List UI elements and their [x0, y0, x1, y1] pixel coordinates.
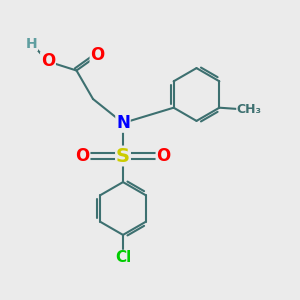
Text: O: O	[75, 147, 90, 165]
Text: CH₃: CH₃	[237, 103, 262, 116]
Text: O: O	[156, 147, 171, 165]
Text: O: O	[41, 52, 55, 70]
Text: H: H	[26, 37, 37, 50]
Text: S: S	[116, 146, 130, 166]
Text: O: O	[90, 46, 105, 64]
Text: Cl: Cl	[115, 250, 131, 266]
Text: N: N	[116, 114, 130, 132]
